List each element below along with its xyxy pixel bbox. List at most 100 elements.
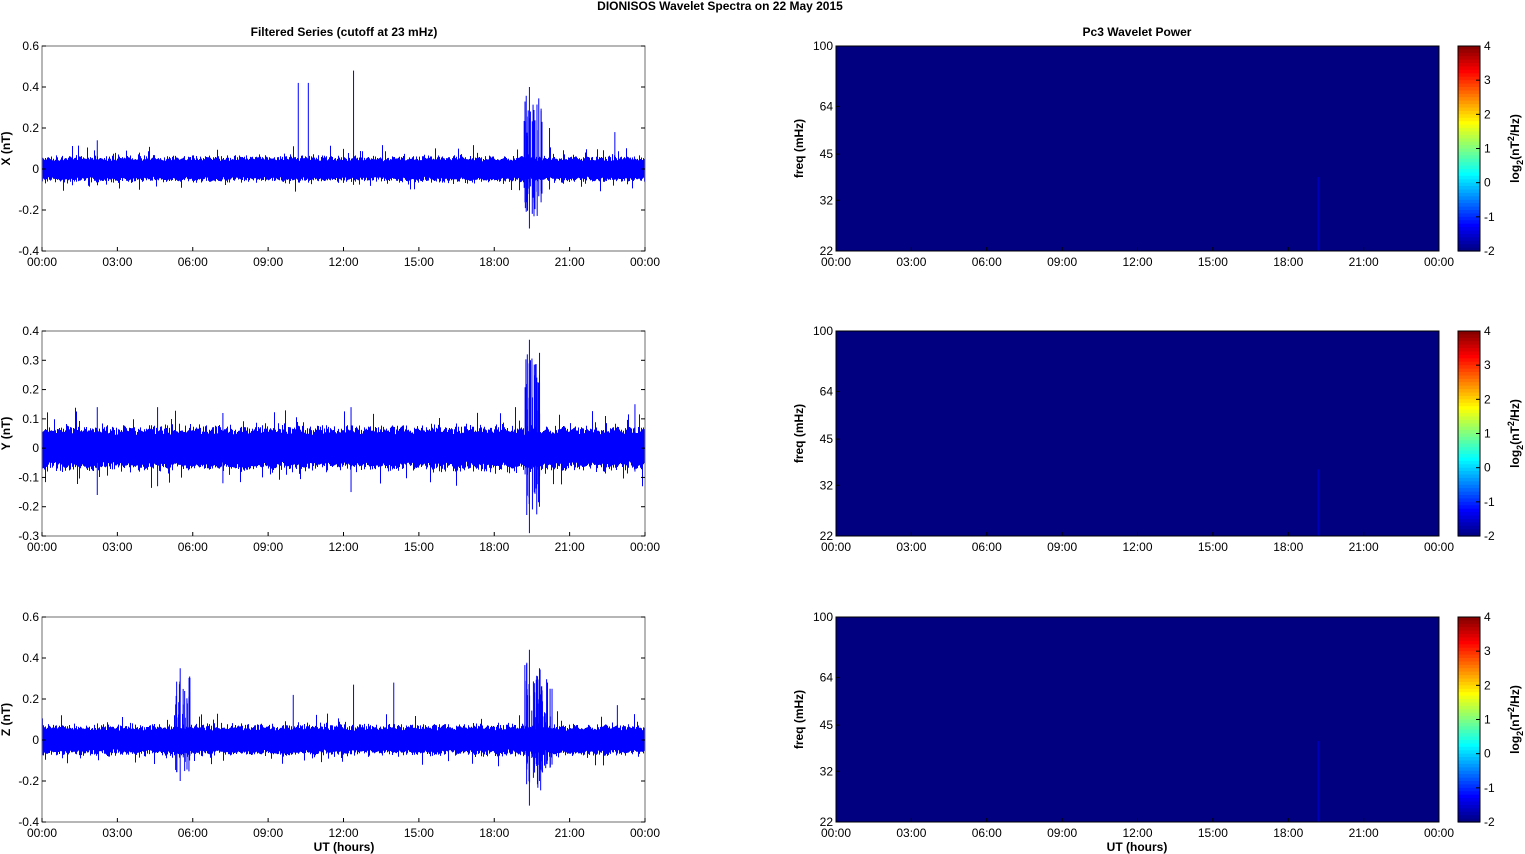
series-x-ytick-label: 0 (32, 162, 39, 176)
wavelet-z-colorbar-step (1458, 634, 1480, 639)
wavelet-z-colorbar-tick-label: 2 (1484, 678, 1491, 692)
wavelet-y-colorbar-step (1458, 467, 1480, 472)
wavelet-x-xtick-label: 18:00 (1273, 255, 1303, 269)
series-x-ylabel: X (nT) (0, 132, 13, 166)
wavelet-y-colorbar-step (1458, 491, 1480, 496)
wavelet-x-colorbar-step (1458, 59, 1480, 64)
wavelet-z-colorbar-step (1458, 777, 1480, 782)
series-z-frame (41, 616, 646, 823)
series-x-ytick-label: -0.4 (18, 244, 39, 258)
series-y-xtick-label: 09:00 (253, 540, 283, 554)
series-x-xtick-label: 18:00 (479, 255, 509, 269)
wavelet-z-colorbar-step (1458, 637, 1480, 642)
wavelet-z-colorbar-step (1458, 654, 1480, 659)
wavelet-y-colorbar-step (1458, 522, 1480, 527)
wavelet-x-colorbar-tick-label: -1 (1484, 210, 1495, 224)
wavelet-y-heatmap (836, 331, 1439, 536)
wavelet-x-colorbar-step (1458, 66, 1480, 71)
wavelet-x-xtick-label: 12:00 (1122, 255, 1152, 269)
wavelet-y-colorbar-step (1458, 409, 1480, 414)
wavelet-z-colorbar-tick-label: 0 (1484, 747, 1491, 761)
wavelet-y-colorbar-label: log2(nT2/Hz) (1506, 399, 1525, 468)
series-z-xtick-label: 06:00 (178, 826, 208, 840)
wavelet-z-colorbar-step (1458, 794, 1480, 799)
wavelet-x-xtick-label: 09:00 (1047, 255, 1077, 269)
wavelet-z-xtick-label: 06:00 (972, 826, 1002, 840)
series-y-ytick-label: 0.3 (22, 353, 39, 367)
series-y-ytick-label: 0.4 (22, 324, 39, 338)
series-z-ytick-label: 0.2 (22, 692, 39, 706)
wavelet-x-colorbar-step (1458, 114, 1480, 119)
series-z-ytick-label: -0.4 (18, 815, 39, 829)
wavelet-z-xtick-label: 03:00 (896, 826, 926, 840)
wavelet-z-colorbar-step (1458, 733, 1480, 738)
wavelet-z-colorbar-step (1458, 784, 1480, 789)
wavelet-z-colorbar-step (1458, 664, 1480, 669)
wavelet-y-xtick-label: 15:00 (1198, 540, 1228, 554)
wavelet-x-colorbar-step (1458, 148, 1480, 153)
figure-suptitle: DIONISOS Wavelet Spectra on 22 May 2015 (597, 0, 843, 13)
wavelet-y-colorbar-step (1458, 399, 1480, 404)
wavelet-x-colorbar-step (1458, 107, 1480, 112)
wavelet-y-xtick-label: 00:00 (1424, 540, 1454, 554)
wavelet-y-colorbar-step (1458, 457, 1480, 462)
wavelet-y-colorbar-step (1458, 392, 1480, 397)
wavelet-x-heatmap (836, 46, 1439, 251)
wavelet-z-colorbar-step (1458, 804, 1480, 809)
wavelet-x-colorbar-step (1458, 220, 1480, 225)
wavelet-z-xtick-label: 00:00 (1424, 826, 1454, 840)
wavelet-x-colorbar-step (1458, 196, 1480, 201)
wavelet-y-xtick-label: 21:00 (1349, 540, 1379, 554)
wavelet-z-ytick-label: 22 (820, 815, 834, 829)
wavelet-x-colorbar-step (1458, 117, 1480, 122)
wavelet-y-colorbar-step (1458, 443, 1480, 448)
wavelet-z-feature (1317, 741, 1320, 822)
wavelet-z-colorbar-step (1458, 818, 1480, 823)
wavelet-z-colorbar-step (1458, 709, 1480, 714)
series-x-xtick-label: 03:00 (102, 255, 132, 269)
series-z-trace (42, 711, 645, 767)
wavelet-y-colorbar-tick-label: 2 (1484, 392, 1491, 406)
wavelet-y-colorbar-step (1458, 529, 1480, 534)
wavelet-y-colorbar-step (1458, 385, 1480, 390)
wavelet-y-colorbar-step (1458, 426, 1480, 431)
wavelet-z-colorbar-tick-label: 3 (1484, 644, 1491, 658)
wavelet-z-xtick-label: 09:00 (1047, 826, 1077, 840)
wavelet-z-colorbar-step (1458, 668, 1480, 673)
wavelet-x-colorbar-step (1458, 52, 1480, 57)
series-y-xtick-label: 18:00 (479, 540, 509, 554)
wavelet-x-xtick-label: 15:00 (1198, 255, 1228, 269)
wavelet-z-colorbar-step (1458, 726, 1480, 731)
series-y-ytick-label: 0.1 (22, 412, 39, 426)
wavelet-x-ylabel: freq (mHz) (792, 119, 806, 178)
series-z-ytick-label: -0.2 (18, 774, 39, 788)
wavelet-x-colorbar-step (1458, 244, 1480, 249)
wavelet-y-colorbar-step (1458, 395, 1480, 400)
wavelet-x-colorbar-step (1458, 63, 1480, 68)
wavelet-z-colorbar-tick-label: 1 (1484, 713, 1491, 727)
wavelet-x-colorbar-step (1458, 233, 1480, 238)
wavelet-z-ytick-label: 45 (820, 718, 834, 732)
wavelet-x-colorbar-tick-label: 1 (1484, 142, 1491, 156)
wavelet-x-colorbar-step (1458, 138, 1480, 143)
wavelet-z-colorbar-step (1458, 729, 1480, 734)
wavelet-z-colorbar-step (1458, 750, 1480, 755)
wavelet-z-colorbar-step (1458, 699, 1480, 704)
wavelet-x-colorbar-tick-label: 4 (1484, 39, 1491, 53)
wavelet-x-colorbar-step (1458, 189, 1480, 194)
wavelet-y-colorbar-step (1458, 433, 1480, 438)
wavelet-y-colorbar-tick-label: 1 (1484, 427, 1491, 441)
wavelet-z-colorbar-step (1458, 719, 1480, 724)
wavelet-z-colorbar-step (1458, 623, 1480, 628)
wavelet-z-colorbar-step (1458, 808, 1480, 813)
wavelet-y-colorbar-step (1458, 375, 1480, 380)
wavelet-z-colorbar-step (1458, 801, 1480, 806)
wavelet-x-colorbar-step (1458, 110, 1480, 115)
wavelet-y-colorbar-step (1458, 416, 1480, 421)
series-x-ytick-label: 0.4 (22, 80, 39, 94)
wavelet-z-colorbar-step (1458, 617, 1480, 622)
